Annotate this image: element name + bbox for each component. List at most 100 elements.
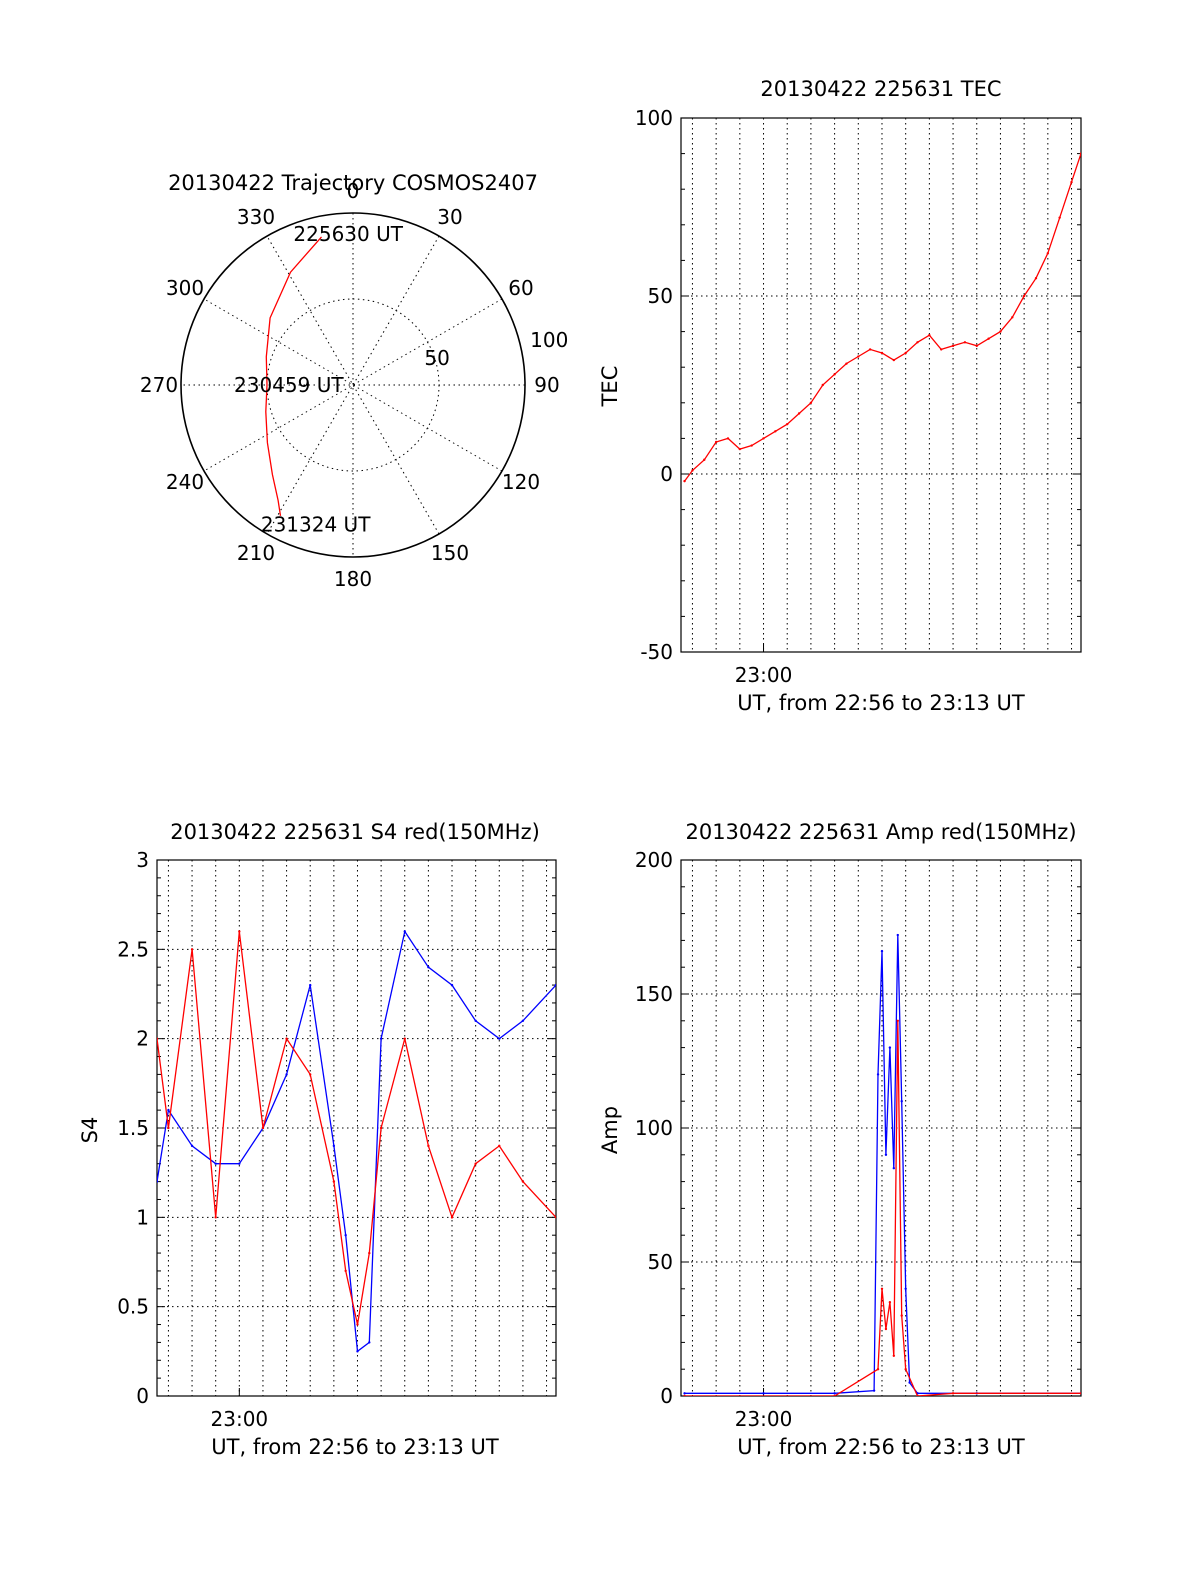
tec-series-0-point [683,479,686,483]
s4-series-0-point [521,1019,525,1022]
s4-series-1-point [379,1126,383,1130]
tec-series-0-point [691,469,694,472]
polar-radius-label-50: 50 [424,346,449,370]
s4-series-0-point [427,966,430,969]
s4-chart: 20130422 225631 S4 red(150MHz) 3 2.5 2 1.5 1… [78,820,557,1459]
tec-series-0-point [774,430,777,433]
tec-series [683,152,1081,483]
polar-angle-label-120: 120 [502,470,540,494]
amp-series-0-point [904,1287,907,1291]
s4-series-1-point [309,1073,312,1076]
s4-series-1-point [450,1216,454,1219]
amp-plot-frame [680,859,1082,1397]
polar-annotation-230459-ut: 230459 UT [234,373,344,397]
s4-axes: 3 2.5 2 1.5 1 0.5 0 23:00 [117,848,557,1431]
polar-angle-label-180: 180 [334,567,372,591]
amp-series-0-point [833,1392,836,1395]
amp-axes: 200 150 100 50 0 23:00 [635,848,1082,1431]
amp-series-1-point [884,1327,888,1331]
s4-series-0-point [356,1350,359,1353]
polar-annotation-231324-ut: 231324 UT [261,512,371,536]
amp-ytick-label: 100 [635,1116,673,1140]
tec-series-0-point [975,344,978,348]
s4-series-1-point [157,1037,159,1040]
tec-xtick-label: 23:00 [735,663,793,687]
amp-series-1-point [916,1394,919,1396]
tec-series-0-point [750,444,753,447]
s4-series-0-point [157,1180,159,1183]
amp-series-1-point [888,1301,892,1304]
tec-series-0-point [928,333,931,337]
amp-series-1-point [896,1019,899,1022]
polar-angle-label-30: 30 [437,205,462,229]
amp-ytick-label: 150 [635,982,673,1006]
s4-series [157,929,556,1353]
polar-trajectory-line-0 [265,236,322,516]
polar-radius-label-100: 100 [530,328,568,352]
tec-series-0-point [1034,277,1038,280]
tec-series-0-point [880,351,884,355]
polar-angle-label-210: 210 [237,541,275,565]
s4-series-1-point [344,1269,347,1273]
s4-series-line-0 [157,929,556,1353]
tec-series-0-point [951,344,955,348]
tec-chart: 20130422 225631 TEC 100 50 0 -50 23:00 UT, f… [598,77,1082,715]
amp-series-line-0 [684,934,1081,1394]
s4-ylabel: S4 [78,1117,102,1144]
amp-ytick-label: 50 [648,1250,673,1274]
s4-xlabel: UT, from 22:56 to 23:13 UT [211,1435,499,1459]
amp-series-1-point [892,1354,896,1358]
polar-annotation-225630-ut: 225630 UT [293,222,403,246]
tec-series-0-point [892,358,896,362]
s4-ytick-label: 0 [136,1384,149,1408]
s4-series-1-point [261,1126,265,1130]
s4-series-1-point [554,1216,556,1219]
amp-series [683,933,1081,1396]
s4-series-0-point [344,1234,347,1237]
polar-grid [180,212,526,558]
tec-series-0-point [1058,216,1061,219]
amp-xtick-label: 23:00 [735,1407,793,1431]
amp-ytick-label: 200 [635,848,673,872]
tec-series-0-point [1079,152,1081,155]
tec-series-0-point [1011,316,1014,319]
s4-series-1-point [474,1162,477,1165]
amp-series-1-point [876,1368,880,1371]
amp-series-0-point [876,1073,880,1076]
amp-series-0-point [762,1392,765,1395]
tec-series-0-point [833,373,836,376]
s4-series-0-point [190,1144,194,1148]
s4-ytick-label: 0.5 [117,1295,149,1319]
amp-series-0-point [908,1381,911,1384]
amp-title: 20130422 225631 Amp red(150MHz) [685,820,1076,844]
polar-angle-label-270: 270 [140,373,178,397]
amp-series-0-point [683,1392,686,1395]
amp-series-0-point [892,1167,896,1170]
s4-series-1-point [167,1126,170,1130]
trajectory-polar-chart: 20130422 Trajectory COSMOS2407 0 30 60 90 12… [140,171,568,591]
tec-series-0-point [1070,180,1073,184]
tec-series-0-point [868,348,872,351]
tec-series-0-point [1046,252,1050,255]
tec-xlabel: UT, from 22:56 to 23:13 UT [737,691,1025,715]
tec-ylabel: TEC [598,366,622,408]
s4-ytick-label: 1.5 [117,1116,149,1140]
polar-angle-label-300: 300 [166,276,204,300]
amp-series-0-point [880,949,884,953]
s4-series-0-point [498,1037,501,1040]
amp-ylabel: Amp [598,1106,622,1154]
tec-series-0-point [821,383,824,387]
amp-series-line-1 [684,1020,1081,1396]
tec-ytick-label: -50 [640,640,673,664]
s4-series-0-point [554,983,556,987]
tec-series-0-point [726,437,730,440]
s4-series-0-point [167,1108,170,1112]
s4-plot-frame [156,859,557,1397]
polar-angle-label-330: 330 [237,205,275,229]
polar-angle-label-150: 150 [431,541,469,565]
polar-title: 20130422 Trajectory COSMOS2407 [168,171,538,195]
s4-series-0-point [309,983,312,987]
s4-series-1-point [238,930,241,933]
amp-series-1-point [833,1394,836,1396]
